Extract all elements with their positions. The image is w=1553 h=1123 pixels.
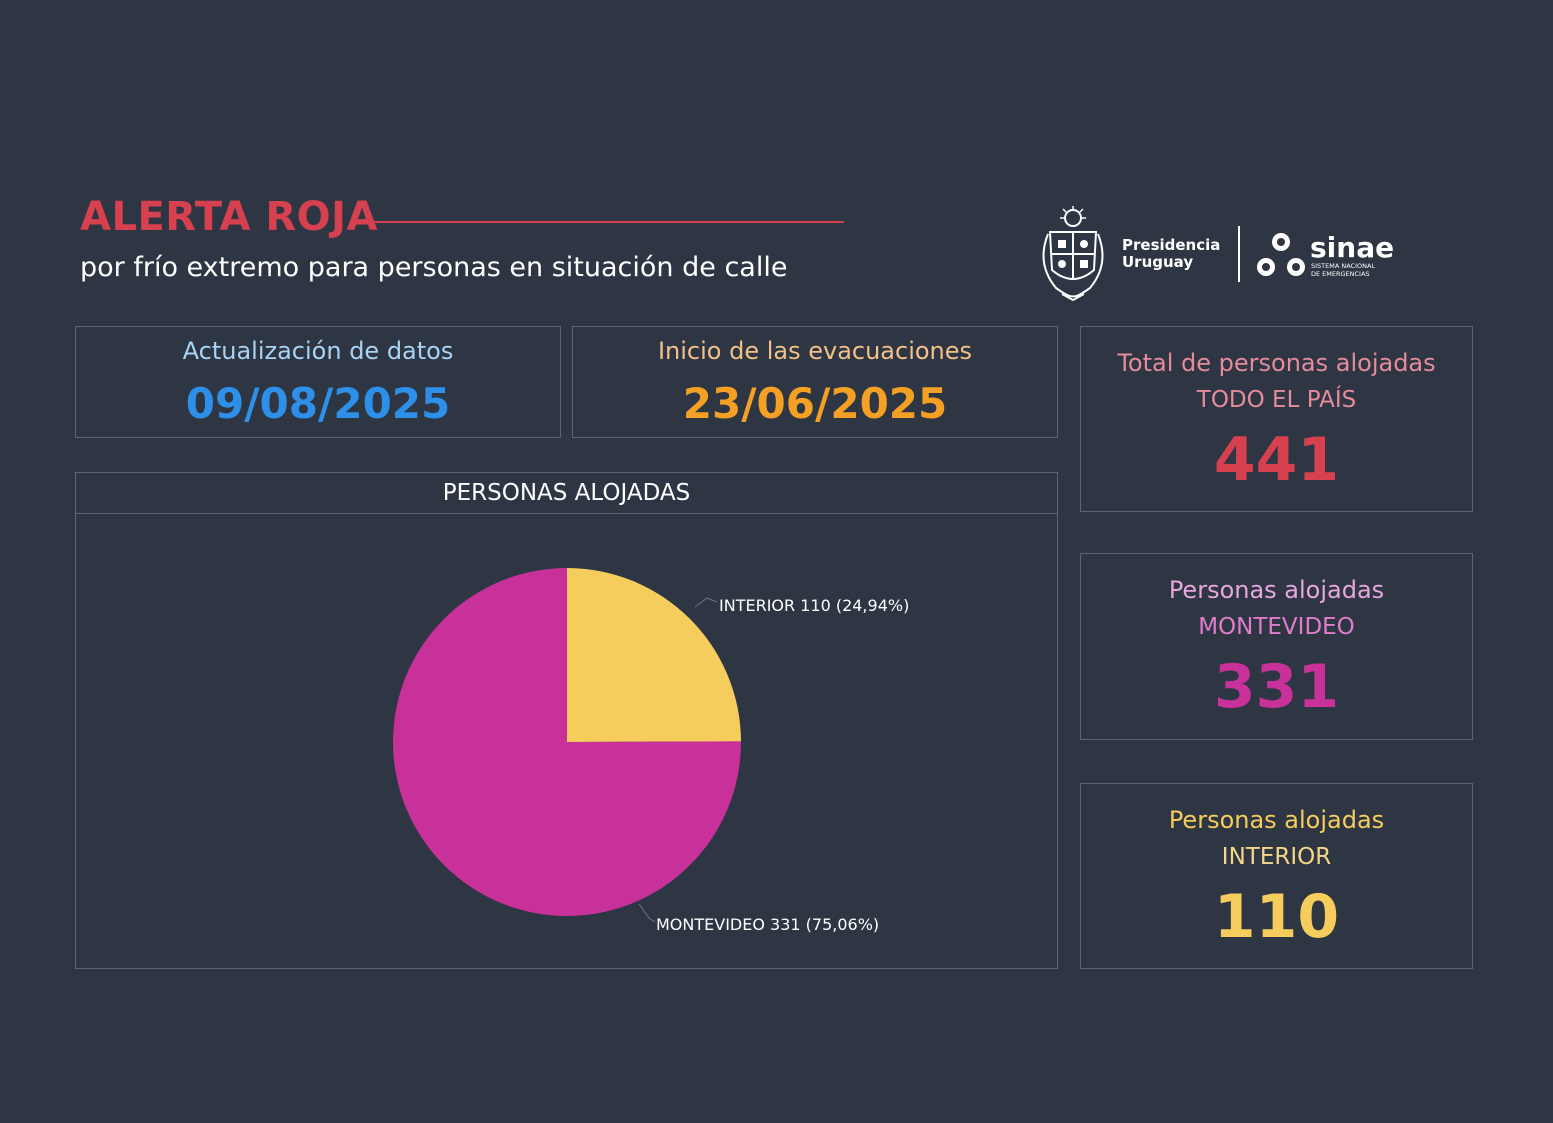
sinae-name: sinae: [1310, 231, 1395, 264]
page-title: ALERTA ROJA: [80, 194, 378, 240]
evacuation-start-card: Inicio de las evacuaciones 23/06/2025: [572, 326, 1058, 438]
coat-of-arms-icon: [1042, 206, 1104, 302]
logos-area: Presidencia Uruguay sinae SISTEMA NACION…: [1034, 204, 1394, 304]
update-date-card: Actualización de datos 09/08/2025: [75, 326, 561, 438]
pie-slice-interior: [567, 568, 741, 742]
sinae-triangle-icon: [1257, 233, 1305, 276]
sinae-line2: DE EMERGENCIAS: [1311, 270, 1370, 278]
sinae-line1: SISTEMA NACIONAL: [1311, 262, 1376, 270]
evacuation-start-value: 23/06/2025: [682, 379, 948, 428]
interior-label: Personas alojadas: [1168, 806, 1385, 834]
evacuation-start-label: Inicio de las evacuaciones: [657, 337, 973, 365]
interior-card: Personas alojadas INTERIOR 110: [1080, 783, 1473, 969]
montevideo-card: Personas alojadas MONTEVIDEO 331: [1080, 553, 1473, 740]
pie-slice-montevideo: [392, 568, 741, 916]
logo-separator: [1238, 226, 1240, 282]
montevideo-sublabel: MONTEVIDEO: [1198, 614, 1355, 640]
montevideo-label: Personas alojadas: [1168, 576, 1385, 604]
presidencia-line1: Presidencia: [1122, 236, 1221, 254]
update-date-value: 09/08/2025: [185, 379, 451, 428]
total-sublabel: TODO EL PAÍS: [1196, 387, 1357, 413]
pie-leader-line-interior: [694, 597, 718, 608]
pie-chart: INTERIOR 110 (24,94%) MONTEVIDEO 331 (75,…: [392, 568, 909, 934]
pie-leader-line-montevideo: [638, 903, 656, 923]
pie-label-montevideo: MONTEVIDEO 331 (75,06%): [656, 915, 879, 934]
total-card: Total de personas alojadas TODO EL PAÍS …: [1080, 326, 1473, 512]
pie-label-interior: INTERIOR 110 (24,94%): [719, 596, 909, 615]
chart-title: PERSONAS ALOJADAS: [76, 473, 1057, 514]
total-label: Total de personas alojadas: [1117, 349, 1436, 377]
interior-value: 110: [1213, 882, 1340, 952]
interior-sublabel: INTERIOR: [1221, 844, 1332, 870]
title-underline: [368, 221, 844, 223]
total-value: 441: [1213, 425, 1340, 495]
chart-panel: PERSONAS ALOJADAS INTERIOR 110 (24,94%) M…: [75, 472, 1058, 969]
page-subtitle: por frío extremo para personas en situac…: [80, 252, 788, 283]
montevideo-value: 331: [1213, 652, 1340, 722]
update-date-label: Actualización de datos: [182, 337, 454, 365]
presidencia-line2: Uruguay: [1122, 253, 1194, 271]
